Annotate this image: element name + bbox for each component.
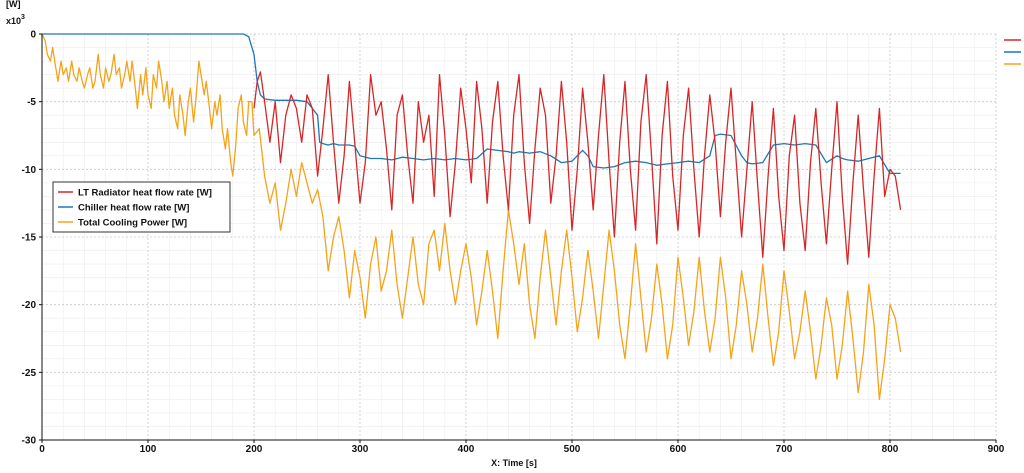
legend: LT Radiator heat flow rate [W] Chiller h… — [52, 181, 231, 233]
series-line-lt-radiator — [253, 71, 902, 265]
legend-label-radiator: LT Radiator heat flow rate [W] — [78, 188, 212, 199]
y-tick-label: -25 — [22, 368, 37, 379]
y-tick-label: 0 — [30, 30, 36, 41]
x-tick-label: 400 — [458, 444, 475, 455]
legend-box — [52, 181, 231, 233]
legend-label-total-cooling: Total Cooling Power [W] — [78, 218, 187, 229]
x-tick-label: 800 — [882, 444, 899, 455]
series-line-chiller — [42, 33, 901, 175]
x-tick-label: 900 — [988, 444, 1005, 455]
x-axis-label: X: Time [s] — [491, 458, 537, 468]
y-tick-label: -10 — [22, 165, 37, 176]
y-multiplier-exponent: 3 — [21, 14, 25, 21]
x-tick-label: 300 — [352, 444, 369, 455]
y-tick-label: -5 — [27, 97, 36, 108]
y-tick-label: -15 — [22, 233, 37, 244]
y-tick-label: -30 — [22, 436, 37, 447]
legend-label-chiller: Chiller heat flow rate [W] — [78, 203, 189, 214]
y-multiplier-base: x10 — [6, 16, 21, 26]
x-tick-label: 600 — [670, 444, 687, 455]
x-tick-label: 200 — [246, 444, 263, 455]
right-legend — [1004, 39, 1021, 65]
tick-labels: 0 100 200 300 400 500 600 700 800 900 0 -5 -10 -15 -20… — [22, 30, 1005, 456]
y-tick-label: -20 — [22, 300, 37, 311]
x-tick-label: 100 — [140, 444, 157, 455]
plot-area — [41, 33, 902, 401]
y-axis-label: [W] — [6, 0, 21, 9]
y-axis-multiplier: x103 — [6, 14, 25, 26]
series-line-total-cooling — [41, 33, 902, 401]
x-tick-label: 0 — [39, 444, 45, 455]
x-tick-label: 700 — [776, 444, 793, 455]
x-tick-label: 500 — [564, 444, 581, 455]
